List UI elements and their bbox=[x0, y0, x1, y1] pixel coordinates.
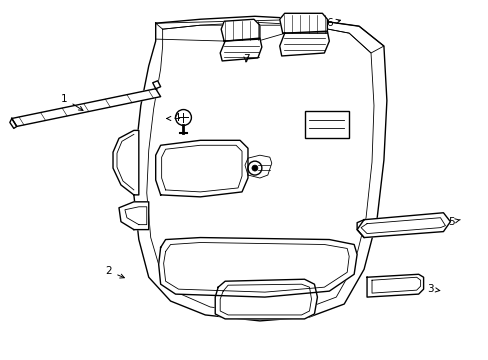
Polygon shape bbox=[10, 118, 17, 129]
Polygon shape bbox=[134, 16, 386, 321]
Polygon shape bbox=[366, 274, 423, 297]
Text: 1: 1 bbox=[61, 94, 83, 111]
Text: 4: 4 bbox=[166, 113, 180, 123]
Polygon shape bbox=[356, 213, 449, 238]
Polygon shape bbox=[221, 19, 259, 41]
Text: 5: 5 bbox=[447, 217, 459, 227]
Polygon shape bbox=[215, 279, 317, 319]
Polygon shape bbox=[119, 202, 148, 230]
Text: 2: 2 bbox=[105, 266, 124, 278]
Circle shape bbox=[175, 109, 191, 125]
Polygon shape bbox=[279, 31, 328, 56]
Bar bbox=[304, 111, 348, 138]
Text: 6: 6 bbox=[325, 18, 340, 28]
Circle shape bbox=[251, 165, 257, 171]
Polygon shape bbox=[155, 140, 247, 197]
Polygon shape bbox=[279, 13, 326, 33]
Polygon shape bbox=[113, 130, 139, 195]
Text: 7: 7 bbox=[242, 54, 249, 64]
Polygon shape bbox=[158, 238, 356, 297]
Text: 3: 3 bbox=[427, 284, 439, 294]
Polygon shape bbox=[220, 38, 262, 61]
Polygon shape bbox=[12, 89, 161, 126]
Polygon shape bbox=[152, 81, 161, 89]
